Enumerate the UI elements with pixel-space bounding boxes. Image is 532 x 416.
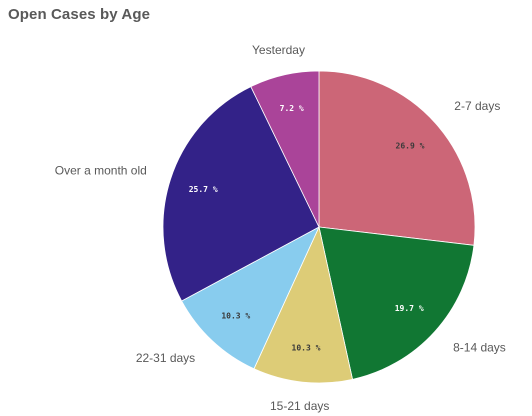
pie-slice-8-14-days[interactable] (318, 226, 475, 380)
value-label-over-a-month-old: 25.7 % (189, 185, 218, 194)
category-label-8-14-days: 8-14 days (453, 341, 506, 355)
category-label-2-7-days: 2-7 days (454, 99, 500, 113)
value-label-8-14-days: 19.7 % (395, 304, 424, 313)
value-label-22-31-days: 10.3 % (221, 311, 250, 320)
value-label-2-7-days: 26.9 % (396, 142, 425, 151)
value-label-yesterday: 7.2 % (280, 104, 304, 113)
pie-slice-yesterday[interactable] (250, 70, 320, 228)
category-label-yesterday: Yesterday (252, 43, 305, 57)
category-label-22-31-days: 22-31 days (136, 351, 195, 365)
pie-slice-22-31-days[interactable] (181, 226, 320, 370)
value-label-15-21-days: 10.3 % (292, 344, 321, 353)
pie-slice-over-a-month-old[interactable] (162, 86, 320, 302)
category-label-15-21-days: 15-21 days (270, 399, 329, 413)
pie-slice-2-7-days[interactable] (318, 70, 476, 246)
category-label-over-a-month-old: Over a month old (55, 164, 147, 178)
chart-title: Open Cases by Age (8, 6, 151, 23)
pie-slice-15-21-days[interactable] (253, 225, 353, 384)
